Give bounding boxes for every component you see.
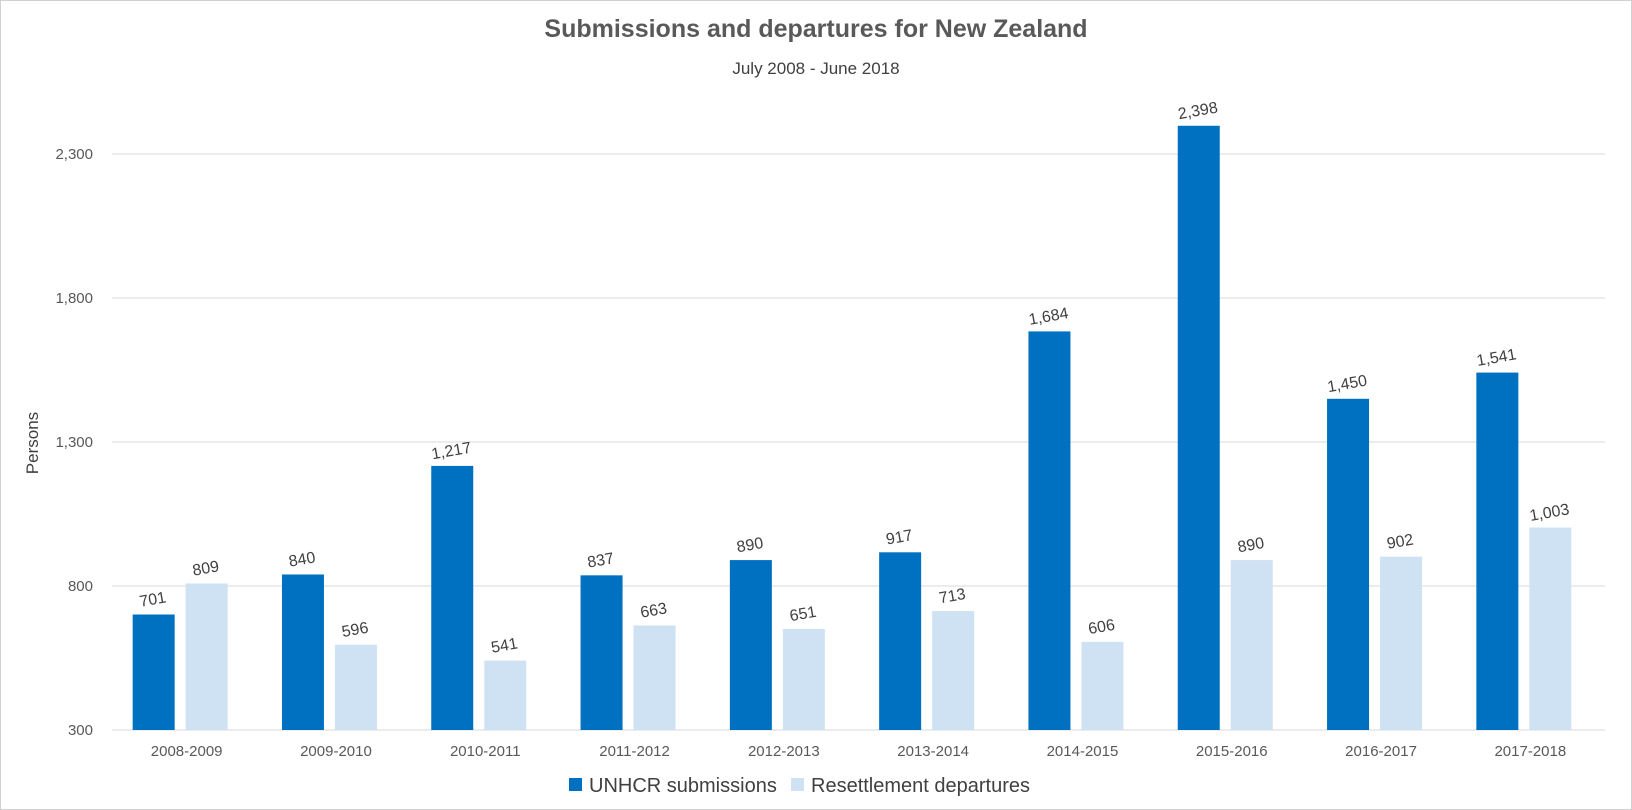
bar-departures (1380, 556, 1423, 730)
y-tick-label: 300 (68, 722, 93, 739)
data-label: 1,450 (1326, 373, 1368, 397)
x-tick-label: 2016-2017 (1345, 743, 1417, 760)
data-label: 840 (288, 549, 317, 570)
x-tick-label: 2011-2012 (599, 743, 670, 760)
x-tick-label: 2009-2010 (300, 743, 372, 760)
x-tick-label: 2013-2014 (897, 743, 969, 760)
chart-subtitle: July 2008 - June 2018 (732, 59, 900, 78)
data-label: 596 (341, 620, 370, 641)
x-tick-label: 2008-2009 (151, 743, 223, 760)
bar-departures (1081, 641, 1124, 730)
bar-departures (782, 628, 825, 730)
y-tick-label: 1,800 (55, 290, 93, 307)
bar-submissions (1476, 372, 1519, 730)
legend-swatch (791, 778, 804, 791)
data-label: 713 (938, 586, 967, 607)
y-tick-label: 2,300 (55, 146, 93, 163)
bar-submissions (1028, 331, 1071, 730)
x-tick-label: 2014-2015 (1047, 743, 1119, 760)
bar-departures (185, 583, 228, 730)
bar-departures (1230, 560, 1273, 730)
data-label: 1,003 (1528, 501, 1570, 525)
legend-swatch (569, 778, 582, 791)
data-label: 541 (490, 635, 519, 656)
bar-submissions (1327, 398, 1370, 730)
bar-submissions (1177, 125, 1220, 730)
bar-submissions (580, 575, 623, 730)
y-tick-label: 800 (68, 578, 93, 595)
data-label: 1,541 (1475, 346, 1517, 370)
bar-submissions (281, 574, 324, 730)
data-label: 902 (1386, 531, 1415, 552)
chart-title: Submissions and departures for New Zeala… (544, 15, 1088, 43)
x-tick-label: 2010-2011 (450, 743, 521, 760)
data-label: 1,217 (430, 440, 472, 464)
bar-submissions (729, 560, 772, 730)
data-label: 663 (639, 600, 668, 621)
data-label: 890 (1236, 535, 1265, 556)
bar-departures (633, 625, 676, 730)
bar-submissions (431, 465, 474, 730)
data-label: 890 (735, 535, 764, 556)
data-label: 917 (885, 527, 914, 548)
data-label: 837 (586, 550, 615, 571)
bar-departures (932, 611, 975, 730)
data-label: 701 (138, 589, 167, 610)
data-label: 2,398 (1177, 99, 1219, 123)
legend-label: Resettlement departures (811, 775, 1030, 797)
x-tick-label: 2012-2013 (748, 743, 820, 760)
bar-departures (484, 660, 527, 730)
bar-departures (1529, 527, 1572, 730)
data-label: 1,684 (1027, 305, 1069, 329)
bar-departures (334, 644, 377, 730)
data-label: 651 (788, 604, 817, 625)
y-axis-label: Persons (23, 412, 42, 474)
bar-submissions (132, 614, 175, 730)
x-tick-label: 2017-2018 (1494, 743, 1566, 760)
y-tick-label: 1,300 (55, 434, 93, 451)
data-label: 606 (1087, 617, 1116, 638)
legend-label: UNHCR submissions (589, 775, 777, 797)
data-label: 809 (191, 558, 220, 579)
x-tick-label: 2015-2016 (1196, 743, 1268, 760)
bar-submissions (879, 552, 922, 730)
